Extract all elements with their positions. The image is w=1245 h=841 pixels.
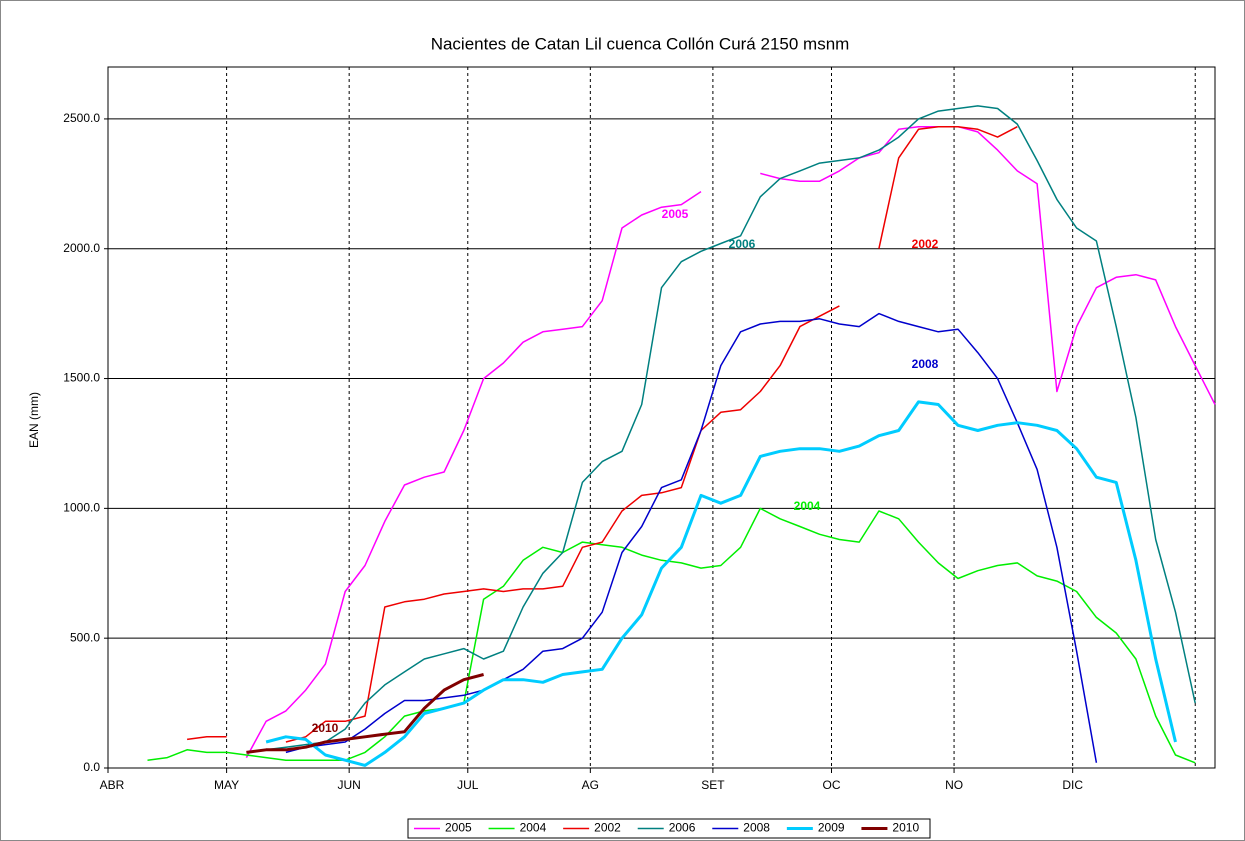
annotation: 2010 [312, 721, 339, 735]
legend-box [407, 818, 931, 839]
legend-label: 2008 [743, 821, 770, 835]
annotation: 2008 [912, 357, 939, 371]
legend-label: 2010 [892, 821, 919, 835]
y-tick-label: 500.0 [70, 630, 100, 644]
annotation: 2005 [662, 207, 689, 221]
y-tick-label: 1000.0 [63, 501, 100, 515]
y-tick-label: 2500.0 [63, 111, 100, 125]
series-line [147, 507, 1196, 764]
annotation: 2004 [794, 499, 821, 513]
series-line [187, 125, 1018, 743]
x-tick-label: OC [823, 778, 841, 792]
series-line [285, 312, 1098, 763]
x-tick-label: ABR [100, 778, 125, 792]
x-tick-label: JUL [457, 778, 479, 792]
y-tick-label: 0.0 [83, 760, 100, 774]
annotation: 2006 [729, 237, 756, 251]
x-tick-label: SET [701, 778, 725, 792]
series-line [266, 105, 1196, 751]
chart-title: Nacientes de Catan Lil cuenca Collón Cur… [431, 34, 850, 53]
legend-label: 2004 [520, 821, 547, 835]
legend-label: 2006 [669, 821, 696, 835]
y-tick-label: 1500.0 [63, 371, 100, 385]
legend-label: 2002 [594, 821, 621, 835]
x-tick-label: AG [582, 778, 599, 792]
x-tick-label: MAY [214, 778, 239, 792]
series-line [265, 400, 1177, 767]
y-tick-label: 2000.0 [63, 241, 100, 255]
legend-label: 2009 [818, 821, 845, 835]
series-line [246, 673, 484, 754]
x-tick-label: DIC [1062, 778, 1083, 792]
x-tick-label: JUN [337, 778, 360, 792]
x-tick-label: NO [945, 778, 963, 792]
legend-label: 2005 [445, 821, 472, 835]
y-axis-label: EAN (mm) [27, 392, 41, 448]
plot-frame [107, 66, 1216, 769]
series-line [245, 125, 1216, 758]
annotation: 2002 [912, 237, 939, 251]
